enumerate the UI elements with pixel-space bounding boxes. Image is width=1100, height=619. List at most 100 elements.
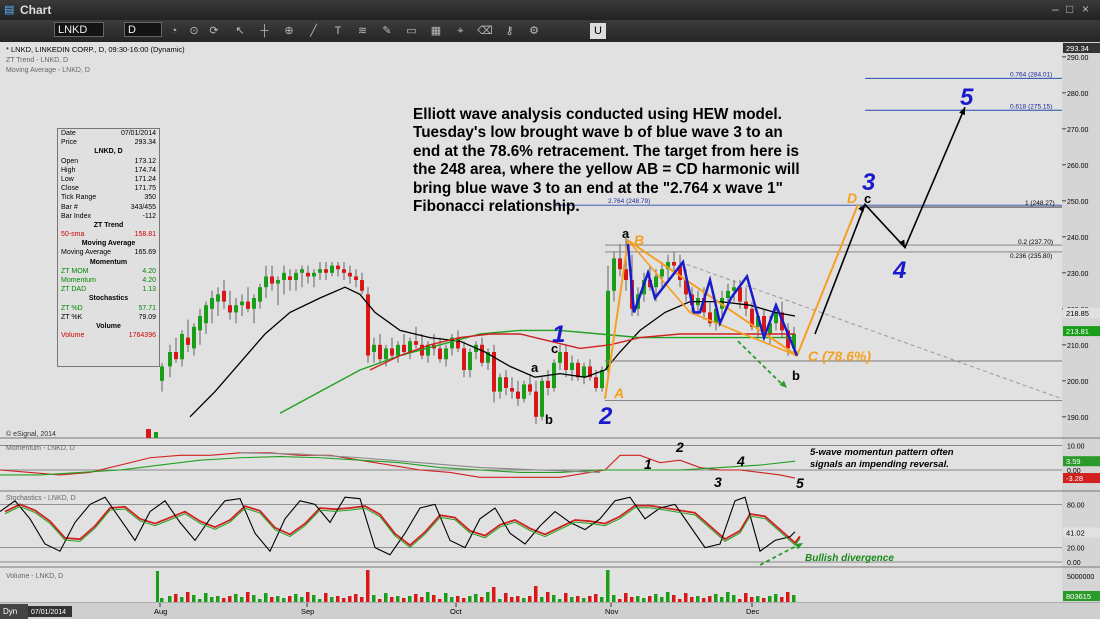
volume-bar [750, 597, 754, 602]
stoch-panel-label: Stochastics - LNKD, D [6, 495, 76, 502]
candle-body [462, 348, 466, 370]
candle-body [228, 305, 232, 313]
data-window-label: Open [61, 157, 79, 165]
data-window-row: Volume 1764396 [58, 331, 159, 340]
volume-bar [222, 598, 226, 602]
volume-bar [174, 594, 178, 602]
price-tick-label: 240.00 [1067, 235, 1089, 242]
settings-icon[interactable]: ⚙ [529, 25, 539, 37]
volume-bar [642, 598, 646, 602]
volume-bar [576, 596, 580, 602]
u-icon[interactable]: U [590, 23, 606, 39]
candle-body [600, 370, 604, 388]
eraser-icon[interactable]: ⌫ [477, 25, 493, 37]
shape-icon[interactable]: ▭ [406, 25, 417, 37]
data-window-heading: Moving Average [81, 240, 136, 248]
volume-bar [744, 593, 748, 602]
volume-bar [732, 595, 736, 602]
volume-bar [426, 592, 430, 602]
minimize-button[interactable]: – [1052, 2, 1059, 16]
data-window-label: Date [61, 130, 76, 137]
candle-body [154, 432, 158, 438]
momentum-tag-green: 3.59 [1066, 457, 1081, 466]
volume-bar [780, 597, 784, 602]
candle-body [672, 262, 676, 266]
candle-body [654, 276, 658, 288]
momentum-gray-line [239, 452, 601, 473]
crosshair-icon[interactable]: ┼ [260, 25, 269, 37]
momentum-note: signals an impending reversal. [810, 459, 949, 470]
time-axis-month: Nov [605, 607, 619, 616]
momentum-count-1: 1 [644, 456, 652, 472]
candle-body [168, 352, 172, 367]
volume-bar [456, 596, 460, 602]
fib-icon[interactable]: ≋ [357, 25, 368, 37]
data-window-label: Bar # [61, 203, 78, 211]
candle-body [576, 362, 580, 378]
volume-bar [396, 596, 400, 602]
clock-icon[interactable]: ◔ [170, 25, 178, 37]
lock-icon[interactable]: ⚷ [505, 25, 514, 37]
volume-bar [738, 599, 742, 602]
candle-body [516, 391, 520, 399]
volume-bar [474, 594, 478, 602]
data-window-label: Moving Average [61, 249, 112, 257]
arrow-head [898, 239, 905, 248]
price-tick-label: 280.00 [1067, 91, 1089, 98]
arrow-head [959, 107, 965, 116]
refresh-icon[interactable]: ⟳ [209, 25, 219, 37]
data-window-value: 171.75 [134, 185, 156, 193]
stoch-tag-bg [1063, 527, 1100, 538]
candle-body [582, 366, 586, 378]
chart-area[interactable]: 290.00 280.00 270.00 260.00 250.00 240.00 230.… [0, 42, 1100, 619]
data-window-row: Date 07/01/2014 [58, 129, 159, 138]
data-window-heading: Stochastics [88, 295, 129, 303]
data-window-row: Bar Index -112 [58, 212, 159, 221]
volume-bar [252, 595, 256, 602]
divergence-note: Bullish divergence [805, 553, 894, 564]
volume-bar [486, 592, 490, 602]
candle-body [750, 308, 754, 327]
candle-body [492, 352, 496, 392]
grid-icon[interactable]: ▦ [430, 25, 442, 37]
harmonic-a-label: A [613, 385, 624, 401]
data-window-row: ZT %D 57.71 [58, 304, 159, 313]
volume-bar [756, 596, 760, 602]
fib-0764-label: 0.764 (284.01) [1010, 71, 1052, 78]
data-window-value: 343/455 [130, 203, 156, 211]
green-arrow-head [779, 380, 787, 388]
momentum-count-2: 2 [675, 439, 684, 455]
price-tick-label: 200.00 [1067, 379, 1089, 386]
volume-bar [366, 570, 370, 602]
zoom-icon[interactable]: ⊕ [284, 25, 294, 37]
projection-path [814, 106, 966, 335]
interval-select[interactable]: D [124, 22, 162, 37]
data-window-row: 50-sma 158.81 [58, 230, 159, 239]
time-axis-month: Sep [301, 607, 314, 616]
fib-0618-label: 0.618 (275.15) [1010, 103, 1052, 110]
candle-body [160, 366, 164, 381]
study-label-trend: ZT Trend - LNKD, D [6, 57, 68, 64]
maximize-button[interactable]: □ [1066, 2, 1074, 16]
momentum-tag-red-bg [1063, 473, 1100, 484]
line-icon[interactable]: ╱ [310, 25, 317, 37]
momentum-count-3: 3 [714, 474, 722, 490]
data-window-value: 158.81 [134, 231, 156, 239]
symbol-input[interactable]: LNKD [54, 22, 104, 37]
text-icon[interactable]: T [334, 25, 342, 37]
candle-body [438, 348, 442, 360]
candle-body [444, 348, 448, 360]
data-window-row: Close 171.75 [58, 184, 159, 193]
price-chart: 290.00280.00270.00260.00250.00240.00230.… [0, 42, 1100, 619]
volume-bar [600, 597, 604, 602]
stoch-tick-label: 80.00 [1067, 502, 1085, 509]
magnet-icon[interactable]: ⌖ [457, 25, 464, 37]
candle-body [234, 305, 238, 313]
data-window-label: ZT %D [61, 304, 83, 312]
volume-bar [390, 597, 394, 602]
pencil-icon[interactable]: ✎ [382, 25, 392, 37]
pointer-icon[interactable]: ↖ [235, 25, 245, 37]
link-icon[interactable]: ⊙ [189, 25, 199, 37]
candle-body [762, 316, 766, 334]
close-button[interactable]: × [1082, 2, 1090, 16]
